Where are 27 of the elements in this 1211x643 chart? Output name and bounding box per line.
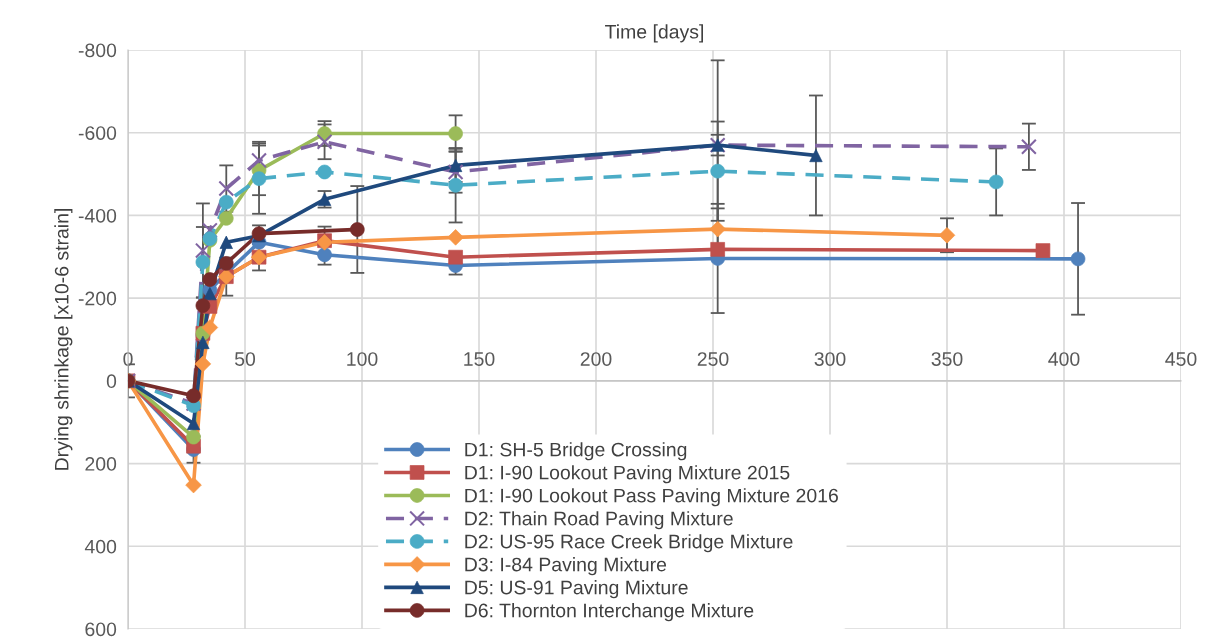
legend-label: D2: US-95 Race Creek Bridge Mixture bbox=[465, 534, 793, 553]
x-tick-label: 150 bbox=[464, 352, 495, 366]
x-tick-label: 200 bbox=[580, 352, 612, 366]
x-tick-label: 100 bbox=[347, 352, 378, 366]
y-tick-label: -600 bbox=[78, 126, 117, 140]
y-axis-title: Drying shrinkage [x10-6 strain] bbox=[54, 209, 73, 470]
x-tick-label: 50 bbox=[234, 352, 256, 366]
legend-label: D3: I-84 Paving Mixture bbox=[465, 557, 667, 576]
x-tick-label: 250 bbox=[697, 352, 729, 366]
legend-label: D6: Thornton Interchange Mixture bbox=[465, 603, 754, 622]
y-tick-label: 200 bbox=[85, 457, 117, 471]
y-tick-label: -800 bbox=[78, 43, 117, 58]
legend-label: D5: US-91 Paving Mixture bbox=[465, 580, 688, 599]
legend-label: D1: I-90 Lookout Pass Paving Mixture 2016 bbox=[465, 488, 838, 507]
x-tick-label: 400 bbox=[1048, 352, 1080, 366]
y-tick-label: -200 bbox=[78, 291, 117, 306]
y-tick-label: 600 bbox=[85, 622, 117, 637]
legend-label: D2: Thain Road Paving Mixture bbox=[465, 511, 733, 530]
y-tick-label: 0 bbox=[106, 374, 117, 389]
x-tick-label: 300 bbox=[814, 352, 846, 366]
x-axis-title: Time [days] bbox=[605, 24, 703, 43]
x-tick-label: 350 bbox=[931, 352, 963, 366]
legend-label: D1: I-90 Lookout Paving Mixture 2015 bbox=[465, 465, 790, 484]
x-tick-label: 450 bbox=[1165, 352, 1197, 366]
y-tick-label: 400 bbox=[84, 539, 117, 554]
legend-label: D1: SH-5 Bridge Crossing bbox=[465, 442, 687, 461]
y-tick-label: -400 bbox=[78, 208, 117, 223]
